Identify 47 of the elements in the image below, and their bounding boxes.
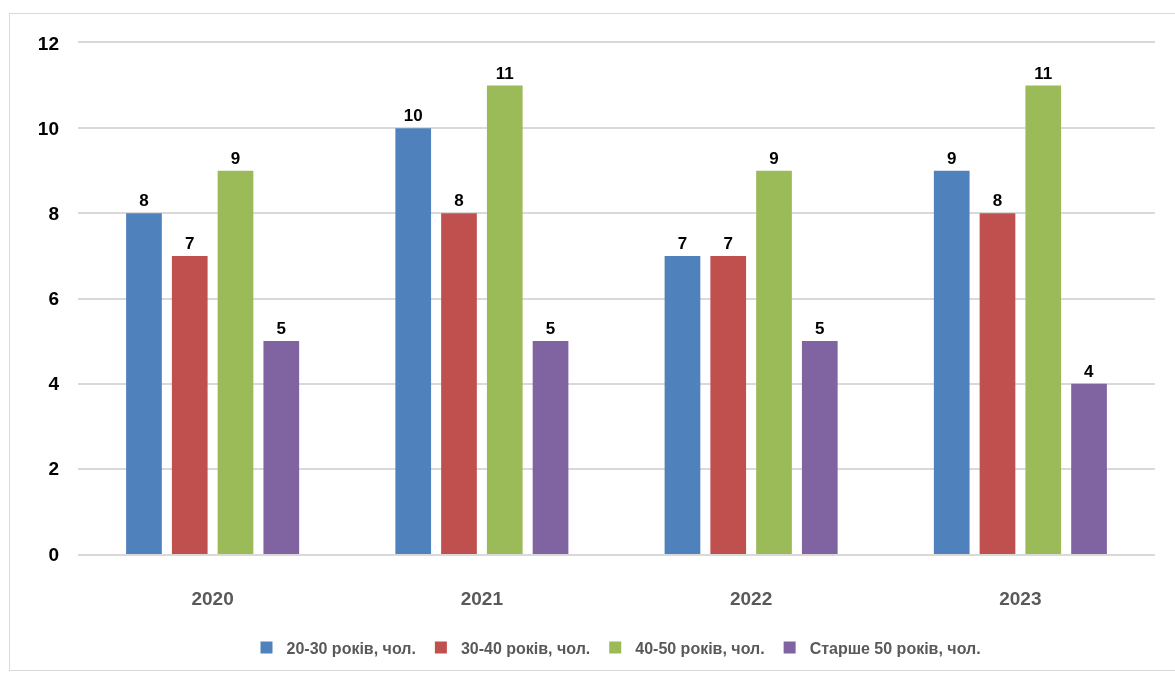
data-label: 7 — [677, 233, 688, 253]
y-tick-label: 0 — [48, 543, 59, 565]
legend-label: 40-50 років, чол. — [635, 639, 765, 657]
data-label: 10 — [403, 106, 423, 126]
data-label: 8 — [992, 191, 1003, 211]
data-label: 9 — [230, 148, 241, 168]
bar — [710, 255, 747, 554]
bar — [1025, 85, 1062, 554]
data-label: 5 — [815, 319, 825, 339]
data-label: 8 — [139, 191, 149, 211]
bar — [933, 170, 970, 554]
data-label: 8 — [454, 191, 464, 211]
data-label: 9 — [946, 148, 957, 168]
bar — [217, 170, 254, 554]
y-tick-label: 6 — [48, 288, 59, 310]
y-tick-label: 2 — [48, 458, 59, 480]
data-label: 7 — [185, 233, 195, 253]
data-label: 4 — [1084, 361, 1095, 381]
legend-label: Старше 50 років, чол. — [809, 639, 981, 657]
legend-label: 20-30 років, чол. — [286, 639, 416, 657]
x-tick-label: 2022 — [729, 587, 773, 609]
bar — [979, 213, 1016, 554]
bar — [441, 213, 477, 554]
data-label: 11 — [1034, 63, 1053, 83]
bar — [486, 85, 523, 554]
data-label: 7 — [723, 233, 733, 253]
bar — [532, 341, 569, 554]
bar — [801, 341, 838, 554]
bar — [171, 255, 208, 554]
x-tick-label: 2021 — [460, 587, 504, 609]
x-tick-label: 2020 — [191, 587, 234, 609]
bar — [395, 128, 432, 554]
data-label: 5 — [545, 319, 556, 339]
bar — [756, 170, 792, 554]
legend-label: 30-40 років, чол. — [460, 639, 591, 657]
data-label: 5 — [276, 319, 287, 339]
bar — [664, 255, 701, 554]
y-tick-label: 12 — [37, 32, 59, 54]
data-label: 9 — [769, 148, 779, 168]
x-tick-label: 2023 — [999, 587, 1042, 609]
bar — [263, 341, 300, 554]
y-tick-label: 8 — [48, 202, 59, 224]
y-tick-label: 10 — [37, 117, 59, 139]
data-label: 11 — [495, 63, 514, 83]
y-tick-label: 4 — [48, 373, 60, 395]
bar — [126, 213, 162, 554]
bar — [1071, 383, 1107, 554]
